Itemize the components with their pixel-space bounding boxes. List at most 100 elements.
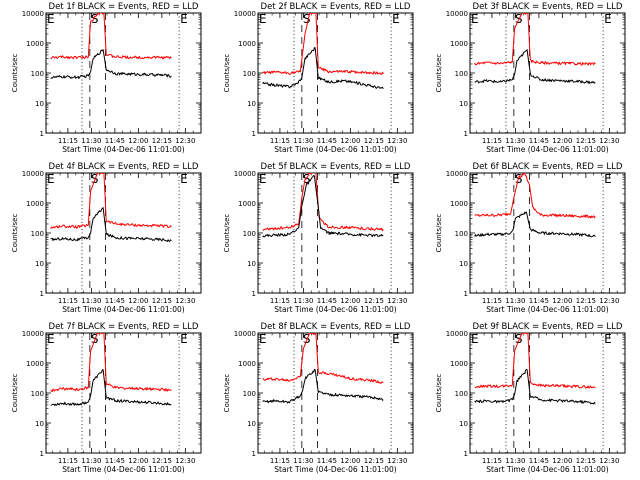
y-tick-label: 100 [243,230,256,238]
marker-label-e: E [47,172,55,186]
panel-6: Det 6f BLACK = Events, RED = LLD 1 10 100 10… [435,162,626,314]
x-tick-label: 11:45 [317,137,337,145]
events-series-line [50,369,172,406]
plot-frame [45,172,202,294]
x-tick-label: 11:15 [482,457,502,465]
x-tick-label: 11:45 [105,297,125,305]
panel-5: Det 5f BLACK = Events, RED = LLD 1 10 100 10… [223,162,414,314]
panel-3: Det 3f BLACK = Events, RED = LLD 1 10 100 10… [435,2,626,154]
plot-frame [469,12,626,134]
x-tick-label: 12:15 [576,457,596,465]
x-tick-label: 12:15 [152,297,172,305]
marker-label-s: S [91,172,99,186]
x-tick-label: 12:30 [175,457,195,465]
marker-label-s: S [303,332,311,346]
x-tick-label: 11:45 [529,137,549,145]
x-tick-label: 12:15 [364,137,384,145]
lld-series-line [474,333,596,389]
x-tick-label: 11:30 [293,137,313,145]
events-series-line [474,211,596,238]
panel-title: Det 1f BLACK = Events, RED = LLD [49,2,199,12]
y-tick-label: 1000 [238,40,256,48]
panel-title: Det 9f BLACK = Events, RED = LLD [473,322,623,332]
x-tick-label: 12:30 [599,297,619,305]
y-tick-label: 100 [455,70,468,78]
plot-frame [469,332,626,454]
marker-label-e: E [392,12,400,26]
y-tick-label: 10000 [234,10,256,18]
marker-label-s: S [303,12,311,26]
x-tick-label: 11:45 [317,297,337,305]
x-tick-label: 12:30 [387,297,407,305]
y-axis-label: Counts/sec [223,374,231,413]
x-axis-label: Start Time (04-Dec-06 11:01:00) [274,305,396,314]
y-tick-label: 1 [252,130,256,138]
plot-data [262,333,384,404]
lld-series-line [474,13,596,66]
lld-series-line [50,173,172,230]
y-tick-label: 10 [459,260,468,268]
lld-series-line [50,333,172,393]
y-axis-label: Counts/sec [223,214,231,253]
x-tick-label: 12:00 [340,137,360,145]
x-tick-label: 11:45 [529,297,549,305]
y-tick-label: 10 [247,420,256,428]
x-tick-label: 12:15 [576,137,596,145]
x-axis-label: Start Time (04-Dec-06 11:01:00) [62,305,184,314]
x-tick-label: 12:15 [152,137,172,145]
panel-7: Det 7f BLACK = Events, RED = LLD 1 10 100 10… [11,322,202,474]
y-tick-label: 10 [459,100,468,108]
y-tick-label: 100 [31,230,44,238]
x-tick-label: 12:30 [175,297,195,305]
x-tick-label: 11:30 [505,297,525,305]
y-tick-label: 10 [35,100,44,108]
x-tick-label: 11:30 [81,297,101,305]
marker-label-e: E [471,12,479,26]
panel-9: Det 9f BLACK = Events, RED = LLD 1 10 100 10… [435,322,626,474]
x-tick-label: 12:00 [552,137,572,145]
x-tick-label: 11:15 [270,137,290,145]
x-tick-label: 11:15 [270,297,290,305]
y-tick-label: 100 [455,230,468,238]
y-tick-label: 1000 [26,360,44,368]
y-axis-label: Counts/sec [11,374,19,413]
y-axis-label: Counts/sec [11,54,19,93]
marker-label-s: S [91,332,99,346]
panel-2: Det 2f BLACK = Events, RED = LLD 1 10 100 10… [223,2,414,154]
y-tick-label: 1000 [450,200,468,208]
panel-8: Det 8f BLACK = Events, RED = LLD 1 10 100 10… [223,322,414,474]
panel-title: Det 5f BLACK = Events, RED = LLD [261,162,411,172]
x-tick-label: 11:45 [317,457,337,465]
marker-label-e: E [471,332,479,346]
y-tick-label: 1000 [26,40,44,48]
y-tick-label: 1 [252,450,256,458]
marker-label-e: E [392,332,400,346]
panel-1: Det 1f BLACK = Events, RED = LLD 1 10 100 10… [11,2,202,154]
x-tick-label: 11:15 [482,137,502,145]
plot-data [262,13,384,89]
marker-label-e: E [259,12,267,26]
y-tick-label: 1000 [450,40,468,48]
y-tick-label: 10 [247,260,256,268]
x-tick-label: 12:15 [364,457,384,465]
plot-data [262,173,384,238]
x-axis-label: Start Time (04-Dec-06 11:01:00) [62,145,184,154]
x-tick-label: 11:30 [505,137,525,145]
events-series-line [50,49,172,80]
panel-title: Det 6f BLACK = Events, RED = LLD [473,162,623,172]
x-tick-label: 11:45 [105,457,125,465]
marker-label-e: E [180,332,188,346]
y-tick-label: 10000 [234,330,256,338]
x-tick-label: 11:15 [270,457,290,465]
y-tick-label: 1 [252,290,256,298]
x-tick-label: 12:15 [576,297,596,305]
plot-data [474,173,596,238]
panel-title: Det 7f BLACK = Events, RED = LLD [49,322,199,332]
x-tick-label: 12:00 [552,457,572,465]
x-tick-label: 11:30 [81,137,101,145]
y-tick-label: 1000 [450,360,468,368]
x-axis-label: Start Time (04-Dec-06 11:01:00) [486,145,608,154]
x-tick-label: 12:00 [340,297,360,305]
y-tick-label: 10000 [446,330,468,338]
